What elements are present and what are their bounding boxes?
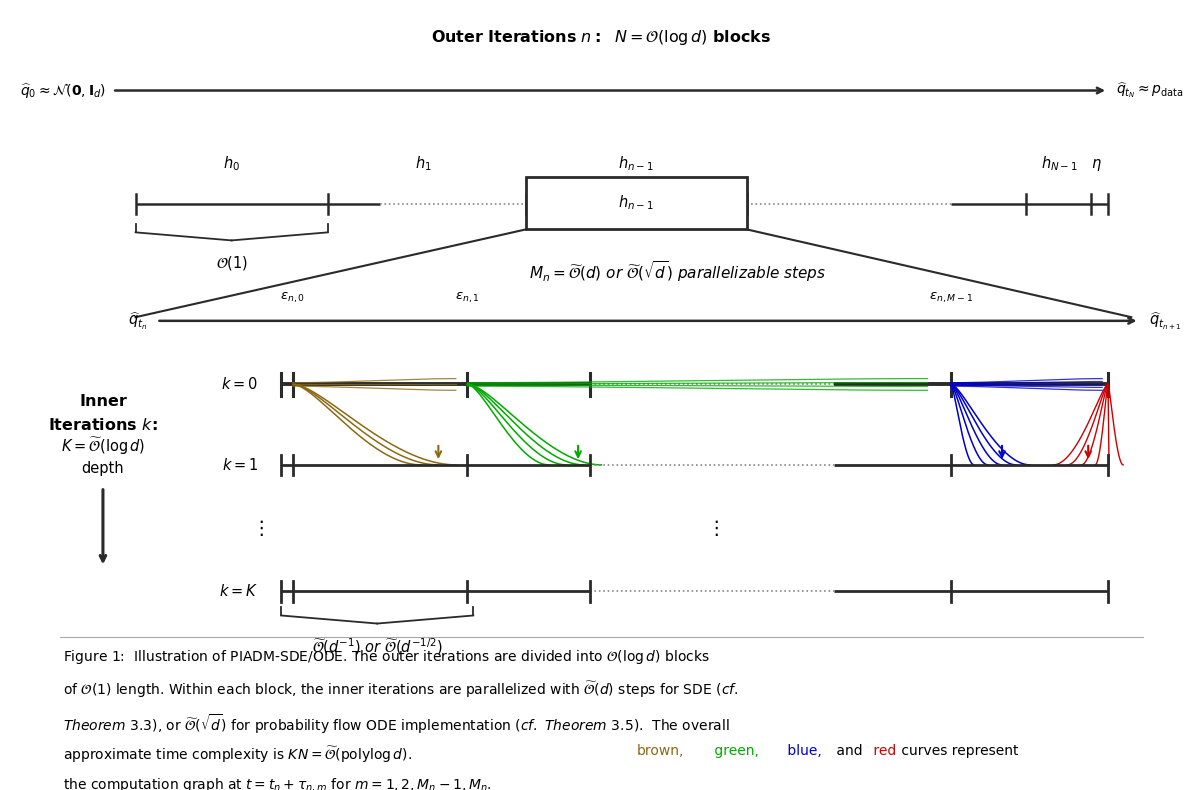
Text: $h_{n-1}$: $h_{n-1}$ (618, 154, 654, 173)
Text: red: red (869, 744, 896, 758)
Text: blue,: blue, (784, 744, 822, 758)
Text: brown,: brown, (636, 744, 684, 758)
Text: the computation graph at $t = t_n + \tau_{n,m}$ for $m = 1, 2, M_n - 1, M_n$.: the computation graph at $t = t_n + \tau… (64, 777, 492, 790)
Text: $\mathcal{O}(1)$: $\mathcal{O}(1)$ (216, 254, 247, 272)
Text: $\widehat{q}_{t_{n+1}}$: $\widehat{q}_{t_{n+1}}$ (1148, 310, 1181, 332)
Text: Iterations $k$:: Iterations $k$: (48, 416, 157, 433)
Text: $\eta$: $\eta$ (1091, 157, 1102, 173)
Text: curves represent: curves represent (898, 744, 1019, 758)
Text: $M_n = \widetilde{\mathcal{O}}(d)$ or $\widetilde{\mathcal{O}}(\sqrt{d})$ parall: $M_n = \widetilde{\mathcal{O}}(d)$ or $\… (528, 258, 826, 284)
Text: $\epsilon_{n,1}$: $\epsilon_{n,1}$ (455, 291, 480, 305)
Text: approximate time complexity is $KN = \widetilde{\mathcal{O}}(\mathrm{poly}\log d: approximate time complexity is $KN = \wi… (64, 744, 414, 765)
Text: $\epsilon_{n,0}$: $\epsilon_{n,0}$ (281, 291, 305, 305)
Text: $\epsilon_{n,M-1}$: $\epsilon_{n,M-1}$ (929, 291, 973, 305)
Text: $h_{n-1}$: $h_{n-1}$ (618, 194, 654, 213)
Text: of $\mathcal{O}(1)$ length. Within each block, the inner iterations are parallel: of $\mathcal{O}(1)$ length. Within each … (64, 680, 739, 700)
Text: $\vdots$: $\vdots$ (706, 518, 719, 538)
Text: $k = K$: $k = K$ (218, 583, 258, 600)
Text: $\widehat{q}_0 \approx \mathcal{N}(\mathbf{0}, \mathbf{I}_d)$: $\widehat{q}_0 \approx \mathcal{N}(\math… (20, 81, 107, 100)
Text: $k = 0$: $k = 0$ (221, 377, 258, 393)
Text: Figure 1:  Illustration of PIADM-SDE/ODE. The outer iterations are divided into : Figure 1: Illustration of PIADM-SDE/ODE.… (64, 648, 710, 666)
Text: $h_0$: $h_0$ (222, 154, 240, 173)
Text: depth: depth (82, 461, 125, 476)
Text: $k = 1$: $k = 1$ (222, 457, 258, 473)
Text: $h_{N-1}$: $h_{N-1}$ (1040, 154, 1078, 173)
Text: and: and (832, 744, 863, 758)
Text: green,: green, (709, 744, 758, 758)
Text: $K = \widetilde{\mathcal{O}}(\log d)$: $K = \widetilde{\mathcal{O}}(\log d)$ (61, 436, 145, 457)
Text: $\mathit{Theorem\ 3.3}$), or $\widetilde{\mathcal{O}}(\sqrt{d})$ for probability: $\mathit{Theorem\ 3.3}$), or $\widetilde… (64, 712, 730, 735)
Text: $\mathbf{Outer\ Iterations}\ n\mathbf{:}\ \ N = \mathcal{O}(\log d)\ \mathbf{blo: $\mathbf{Outer\ Iterations}\ n\mathbf{:}… (431, 28, 772, 47)
Text: $h_1$: $h_1$ (415, 154, 432, 173)
Text: $\widetilde{\mathcal{O}}(d^{-1})$ or $\widetilde{\mathcal{O}}(d^{-1/2})$: $\widetilde{\mathcal{O}}(d^{-1})$ or $\w… (312, 637, 443, 657)
Text: $\widehat{q}_{t_n}$: $\widehat{q}_{t_n}$ (127, 310, 148, 332)
Text: $\vdots$: $\vdots$ (252, 518, 264, 538)
Bar (526, 177, 746, 229)
Text: $\widehat{q}_{t_N} \approx p_{\mathrm{data}}$: $\widehat{q}_{t_N} \approx p_{\mathrm{da… (1116, 81, 1183, 100)
Text: Inner: Inner (79, 393, 127, 408)
